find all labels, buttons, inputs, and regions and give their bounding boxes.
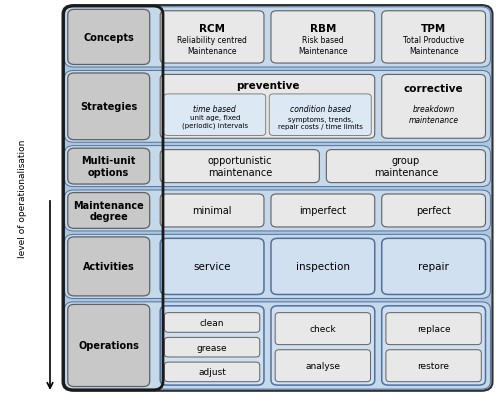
Text: corrective: corrective	[404, 84, 464, 94]
FancyBboxPatch shape	[64, 235, 490, 299]
FancyBboxPatch shape	[382, 194, 486, 228]
FancyBboxPatch shape	[160, 239, 264, 295]
FancyBboxPatch shape	[382, 306, 486, 385]
Text: RBM: RBM	[310, 23, 336, 34]
FancyBboxPatch shape	[382, 239, 486, 295]
FancyBboxPatch shape	[64, 190, 490, 231]
FancyBboxPatch shape	[164, 337, 260, 357]
FancyBboxPatch shape	[269, 95, 371, 136]
Text: symptoms, trends,
repair costs / time limits: symptoms, trends, repair costs / time li…	[278, 116, 362, 129]
Text: Risk based
Maintenance: Risk based Maintenance	[298, 36, 348, 55]
FancyBboxPatch shape	[382, 12, 486, 64]
FancyBboxPatch shape	[160, 306, 264, 385]
Text: Activities: Activities	[83, 262, 134, 272]
Text: imperfect: imperfect	[300, 206, 346, 216]
Text: repair: repair	[418, 262, 449, 272]
Text: Total Productive
Maintenance: Total Productive Maintenance	[403, 36, 464, 55]
FancyBboxPatch shape	[164, 362, 260, 382]
Text: adjust: adjust	[198, 367, 226, 377]
Text: check: check	[310, 324, 336, 333]
FancyBboxPatch shape	[64, 8, 490, 68]
FancyBboxPatch shape	[64, 146, 490, 187]
Text: inspection: inspection	[296, 262, 350, 272]
Text: Maintenance
degree: Maintenance degree	[74, 200, 144, 222]
FancyBboxPatch shape	[386, 313, 482, 345]
FancyBboxPatch shape	[271, 239, 374, 295]
FancyBboxPatch shape	[382, 75, 486, 139]
Text: level of operationalisation: level of operationalisation	[18, 139, 27, 258]
Text: service: service	[194, 262, 231, 272]
FancyBboxPatch shape	[64, 302, 490, 389]
FancyBboxPatch shape	[68, 237, 150, 296]
FancyBboxPatch shape	[386, 350, 482, 382]
FancyBboxPatch shape	[271, 306, 374, 385]
Text: Strategies: Strategies	[80, 102, 138, 112]
FancyBboxPatch shape	[68, 10, 150, 65]
FancyBboxPatch shape	[68, 193, 150, 229]
Text: unit age, fixed
(periodic) intervals: unit age, fixed (periodic) intervals	[182, 115, 248, 128]
Text: replace: replace	[417, 324, 450, 333]
Text: grease: grease	[197, 343, 228, 352]
FancyBboxPatch shape	[326, 150, 486, 183]
Text: clean: clean	[200, 318, 224, 327]
FancyBboxPatch shape	[64, 71, 490, 143]
Text: perfect: perfect	[416, 206, 451, 216]
Text: minimal: minimal	[192, 206, 232, 216]
Text: TPM: TPM	[421, 23, 446, 34]
FancyBboxPatch shape	[62, 6, 492, 391]
Text: Concepts: Concepts	[84, 33, 134, 43]
FancyBboxPatch shape	[160, 12, 264, 64]
Text: Operations: Operations	[78, 341, 139, 351]
FancyBboxPatch shape	[275, 313, 370, 345]
FancyBboxPatch shape	[160, 150, 320, 183]
FancyBboxPatch shape	[68, 74, 150, 141]
FancyBboxPatch shape	[160, 194, 264, 228]
Text: condition based: condition based	[290, 104, 350, 114]
Text: Multi-unit
options: Multi-unit options	[82, 156, 136, 177]
Text: time based: time based	[194, 104, 236, 114]
Text: analyse: analyse	[306, 361, 340, 370]
FancyBboxPatch shape	[160, 75, 374, 139]
Text: preventive: preventive	[236, 81, 299, 91]
FancyBboxPatch shape	[68, 305, 150, 386]
FancyBboxPatch shape	[271, 12, 374, 64]
Text: breakdown
maintenance: breakdown maintenance	[408, 104, 459, 125]
Text: Reliability centred
Maintenance: Reliability centred Maintenance	[177, 36, 247, 55]
Text: restore: restore	[418, 361, 450, 370]
FancyBboxPatch shape	[164, 313, 260, 333]
FancyBboxPatch shape	[164, 95, 266, 136]
FancyBboxPatch shape	[271, 194, 374, 228]
Text: RCM: RCM	[199, 23, 225, 34]
Text: group
maintenance: group maintenance	[374, 156, 438, 178]
FancyBboxPatch shape	[275, 350, 370, 382]
Text: opportunistic
maintenance: opportunistic maintenance	[208, 156, 272, 178]
FancyBboxPatch shape	[68, 149, 150, 185]
